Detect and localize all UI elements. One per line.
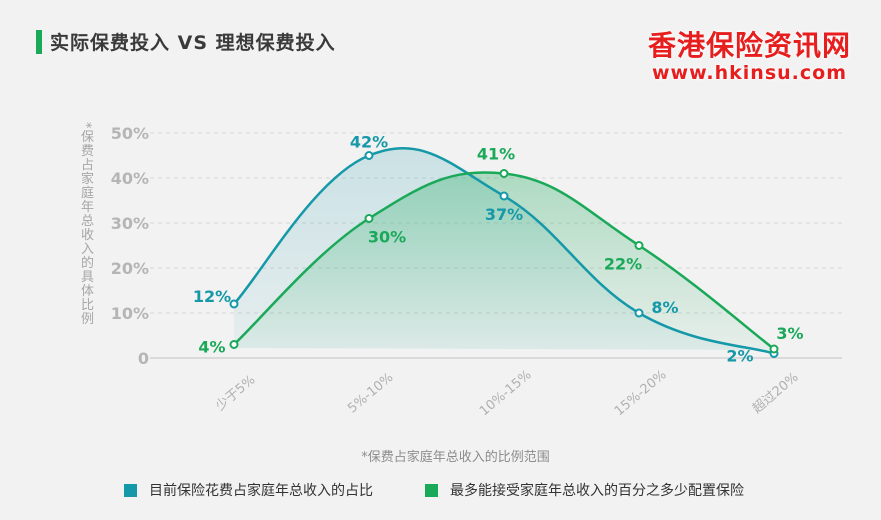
x-tick-label: 15%-20% — [612, 367, 670, 419]
data-label: 41% — [477, 145, 515, 164]
x-axis-label: *保费占家庭年总收入的比例范围 — [361, 450, 550, 465]
data-label: 12% — [193, 287, 231, 306]
data-label: 22% — [604, 255, 642, 274]
data-label: 4% — [198, 338, 225, 357]
y-axis-label: *保费占家庭年总收入的具体比例 — [78, 122, 93, 326]
chart-title: 实际保费投入 VS 理想保费投入 — [50, 32, 336, 54]
legend-item-series-2: 最多能接受家庭年总收入的百分之多少配置保险 — [425, 480, 744, 500]
data-point — [634, 241, 644, 250]
data-point — [364, 214, 374, 223]
data-label: 42% — [350, 133, 388, 152]
y-tick-label: 50% — [111, 124, 149, 143]
y-tick-label: 40% — [111, 169, 149, 188]
legend-label-series-1: 目前保险花费占家庭年总收入的占比 — [149, 483, 373, 499]
data-label: 8% — [651, 298, 678, 317]
x-tick-label: 10%-15% — [477, 367, 535, 419]
data-point — [229, 340, 239, 349]
x-tick-label: 5%-10% — [345, 370, 396, 416]
legend-swatch-series-1 — [124, 483, 137, 497]
legend-item-series-1: 目前保险花费占家庭年总收入的占比 — [124, 480, 373, 500]
x-tick-label: 少于5% — [213, 373, 258, 414]
y-tick-label: 10% — [111, 304, 149, 323]
legend: 目前保险花费占家庭年总收入的占比 最多能接受家庭年总收入的百分之多少配置保险 — [124, 480, 744, 500]
data-point — [634, 308, 644, 318]
legend-label-series-2: 最多能接受家庭年总收入的百分之多少配置保险 — [450, 483, 744, 499]
legend-swatch-series-2 — [425, 483, 438, 497]
logo-text-url: www.hkinsu.com — [651, 62, 847, 84]
title-accent-bar — [36, 30, 42, 54]
data-label: 2% — [726, 347, 753, 366]
data-point — [499, 191, 509, 201]
data-point — [229, 299, 239, 309]
data-point — [364, 151, 374, 160]
data-label: 30% — [368, 228, 406, 247]
x-tick-label: 超过20% — [750, 370, 802, 417]
site-logo: 香港保险资讯网 www.hkinsu.com — [647, 29, 851, 85]
data-label: 37% — [485, 205, 523, 224]
y-tick-label: 20% — [111, 259, 149, 278]
data-label: 3% — [776, 324, 803, 343]
data-point — [499, 169, 509, 178]
series-area-2 — [234, 172, 774, 350]
y-tick-label: 30% — [111, 214, 149, 233]
data-point — [769, 344, 779, 354]
logo-text-cn: 香港保险资讯网 — [647, 29, 851, 62]
y-tick-label: 0 — [138, 349, 149, 368]
